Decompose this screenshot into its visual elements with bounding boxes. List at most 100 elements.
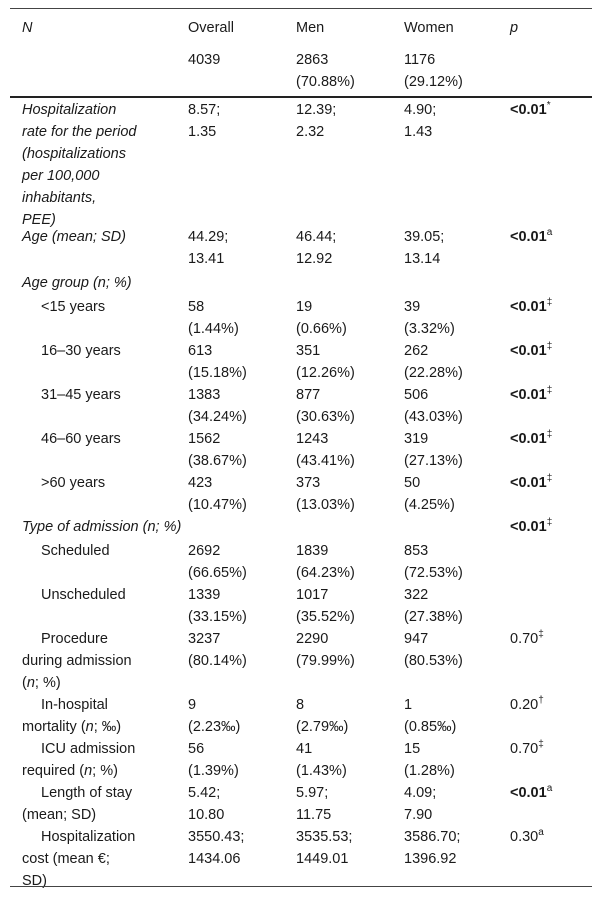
women-value: 947 (80.53%): [404, 631, 463, 669]
men-value: 5.97; 11.75: [296, 785, 332, 823]
row-label: Procedure during admission (n; %): [22, 631, 132, 691]
overall-value: 1339 (33.15%): [188, 587, 247, 625]
row-label: Age group (n; %): [22, 275, 132, 291]
overall-value: 44.29; 13.41: [188, 229, 229, 267]
row-label: Age (mean; SD): [22, 229, 126, 245]
overall-value: 3237 (80.14%): [188, 631, 247, 669]
overall-value: 56 (1.39%): [188, 741, 239, 779]
overall-value: 3550.43; 1434.06: [188, 829, 245, 867]
overall-value: 2692 (66.65%): [188, 543, 247, 581]
overall-value: 1562 (38.67%): [188, 431, 247, 469]
men-value: 373 (13.03%): [296, 475, 355, 513]
p-value: <0.01: [510, 229, 547, 245]
header-overall: Overall: [188, 20, 234, 36]
row-label: >60 years: [41, 475, 106, 491]
p-value: 0.20: [510, 697, 539, 713]
header-labels-row: N Overall Men Women p: [10, 17, 592, 61]
p-value-footnote-mark: ‡: [546, 429, 553, 440]
overall-value: 9 (2.23‰): [188, 697, 241, 735]
women-value: 262 (22.28%): [404, 343, 463, 381]
men-value: 12.39; 2.32: [296, 102, 337, 140]
p-value-footnote-mark: a: [546, 783, 553, 794]
p-value-cell: <0.01‡: [510, 296, 590, 318]
men-value: 46.44; 12.92: [296, 229, 337, 267]
p-value: <0.01: [510, 387, 547, 403]
p-value-footnote-mark: ‡: [546, 385, 553, 396]
men-value: 351 (12.26%): [296, 343, 355, 381]
p-value-footnote-mark: a: [546, 227, 553, 238]
p-value-footnote-mark: ‡: [546, 341, 553, 352]
row-label: Type of admission (n; %): [22, 519, 182, 535]
p-value: <0.01: [510, 475, 547, 491]
p-value-footnote-mark: ‡: [546, 297, 553, 308]
overall-value: 8.57; 1.35: [188, 102, 221, 140]
p-value-cell: <0.01‡: [510, 516, 590, 538]
header-n: N: [22, 20, 33, 36]
p-value: <0.01: [510, 785, 547, 801]
women-value: 853 (72.53%): [404, 543, 463, 581]
p-value-cell: 0.20†: [510, 694, 590, 716]
p-value: 0.30: [510, 829, 539, 845]
women-value: 506 (43.03%): [404, 387, 463, 425]
overall-value: 1383 (34.24%): [188, 387, 247, 425]
women-value: 50 (4.25%): [404, 475, 455, 513]
p-value-cell: <0.01‡: [510, 384, 590, 406]
women-value: 1 (0.85‰): [404, 697, 457, 735]
row-label: Hospitalization rate for the period (hos…: [22, 102, 137, 228]
p-value: <0.01: [510, 102, 547, 118]
p-value-footnote-mark: ‡: [546, 473, 553, 484]
men-value: 8 (2.79‰): [296, 697, 349, 735]
men-value: 2290 (79.99%): [296, 631, 355, 669]
men-value: 1243 (43.41%): [296, 431, 355, 469]
row-label: In-hospital mortality (n; ‰): [22, 697, 122, 735]
overall-value: 58 (1.44%): [188, 299, 239, 337]
header-women: Women: [404, 20, 454, 36]
women-value: 4.90; 1.43: [404, 102, 437, 140]
header-overall-count: 4039: [188, 52, 221, 68]
p-value-cell: 0.30a: [510, 826, 590, 848]
p-value-cell: <0.01a: [510, 782, 590, 804]
row-label: 46–60 years: [41, 431, 121, 447]
header-counts-row: 4039 2863 (70.88%) 1176 (29.12%): [10, 49, 592, 93]
women-value: 15 (1.28%): [404, 741, 455, 779]
p-value: <0.01: [510, 299, 547, 315]
row-label: Scheduled: [41, 543, 110, 559]
row-label: ICU admission required (n; %): [22, 741, 136, 779]
women-value: 39.05; 13.14: [404, 229, 445, 267]
men-value: 1017 (35.52%): [296, 587, 355, 625]
table-top-rule: [10, 8, 592, 9]
men-value: 41 (1.43%): [296, 741, 347, 779]
header-divider-rule: [10, 96, 592, 98]
row-label: 31–45 years: [41, 387, 121, 403]
p-value: <0.01: [510, 343, 547, 359]
p-value-footnote-mark: ‡: [546, 517, 553, 528]
p-value: <0.01: [510, 431, 547, 447]
women-value: 322 (27.38%): [404, 587, 463, 625]
p-value-cell: <0.01‡: [510, 340, 590, 362]
p-value-footnote-mark: a: [538, 827, 544, 838]
p-value-footnote-mark: *: [546, 100, 551, 111]
men-value: 3535.53; 1449.01: [296, 829, 353, 867]
men-value: 1839 (64.23%): [296, 543, 355, 581]
row-label: 16–30 years: [41, 343, 121, 359]
header-men: Men: [296, 20, 325, 36]
p-value: 0.70: [510, 741, 539, 757]
row-label: Unscheduled: [41, 587, 126, 603]
p-value-cell: <0.01‡: [510, 428, 590, 450]
women-value: 319 (27.13%): [404, 431, 463, 469]
p-value-cell: <0.01‡: [510, 472, 590, 494]
overall-value: 5.42; 10.80: [188, 785, 225, 823]
row-label: Length of stay (mean; SD): [22, 785, 133, 823]
p-value-cell: 0.70‡: [510, 738, 590, 760]
p-value: <0.01: [510, 519, 547, 535]
header-men-count: 2863 (70.88%): [296, 52, 355, 90]
women-value: 3586.70; 1396.92: [404, 829, 461, 867]
p-value-cell: <0.01a: [510, 226, 590, 248]
row-label: <15 years: [41, 299, 106, 315]
p-value-cell: <0.01*: [510, 99, 590, 121]
p-value-cell: 0.70‡: [510, 628, 590, 650]
men-value: 877 (30.63%): [296, 387, 355, 425]
women-value: 39 (3.32%): [404, 299, 455, 337]
women-value: 4.09; 7.90: [404, 785, 437, 823]
p-value-footnote-mark: ‡: [538, 739, 544, 750]
